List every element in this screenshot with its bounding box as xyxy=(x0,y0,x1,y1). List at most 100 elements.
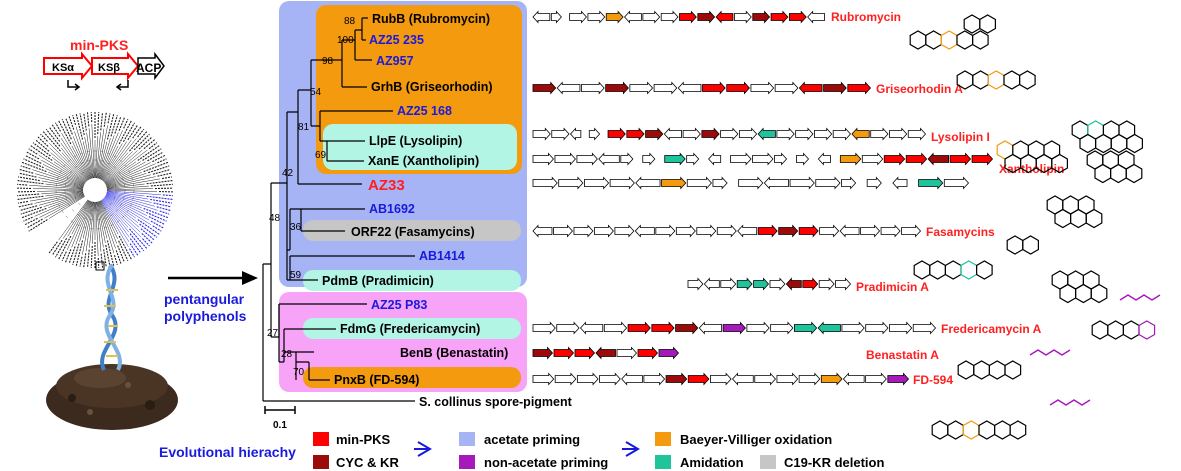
gene-arrow xyxy=(752,10,771,24)
gene-arrow xyxy=(686,152,700,166)
gene-arrow xyxy=(716,224,737,238)
gene-arrow xyxy=(814,127,833,141)
gene-arrow xyxy=(642,10,661,24)
gene-arrow xyxy=(645,127,664,141)
gene-arrow xyxy=(532,10,551,24)
gene-arrow xyxy=(635,176,661,190)
gene-arrow xyxy=(860,224,881,238)
leaf-az25-168: AZ25 168 xyxy=(397,104,452,118)
gene-arrow xyxy=(720,277,737,291)
bv-box-fd594 xyxy=(303,367,521,388)
amidation-box-fredericamycin xyxy=(303,318,521,339)
gene-arrow xyxy=(554,152,576,166)
legend-swatch-amidation xyxy=(655,455,671,469)
gene-arrow xyxy=(576,372,599,386)
gene-arrow xyxy=(752,152,774,166)
gene-arrow xyxy=(757,127,776,141)
bootstrap-label: 81 xyxy=(298,122,310,133)
gene-arrow xyxy=(905,152,928,166)
leaf-az25-235: AZ25 235 xyxy=(369,33,424,47)
bootstrap-label: 98 xyxy=(322,56,334,67)
gene-arrow xyxy=(887,372,910,386)
bootstrap-values: 88 100 98 54 81 69 42 48 36 59 27 28 70 xyxy=(267,16,356,378)
gene-arrow xyxy=(817,321,841,335)
gene-arrow xyxy=(795,127,814,141)
gene-arrow xyxy=(763,176,789,190)
minpks-gene-arrows: KSα KSβ ACP xyxy=(43,51,165,91)
gene-arrow xyxy=(839,224,860,238)
product-benastatin: Benastatin A xyxy=(866,348,939,362)
gene-arrow xyxy=(839,152,862,166)
gene-arrow xyxy=(776,372,799,386)
bootstrap-label: 100 xyxy=(337,35,354,46)
ks-beta-label: KSβ xyxy=(98,62,120,74)
gene-arrow xyxy=(624,10,642,24)
leaf-xane: XanE (Xantholipin) xyxy=(368,154,479,168)
gene-arrow xyxy=(556,81,581,95)
gene-arrow xyxy=(569,10,587,24)
gene-arrow xyxy=(889,127,908,141)
product-xantholipin: Xantholipin xyxy=(999,162,1064,176)
gene-arrow xyxy=(665,372,688,386)
product-fd594: FD-594 xyxy=(913,373,953,387)
leaf-az33: AZ33 xyxy=(368,177,405,194)
gene-arrow xyxy=(573,224,594,238)
arrow-to-tree-icon xyxy=(168,271,258,285)
gene-arrow xyxy=(774,81,799,95)
gene-arrow xyxy=(609,176,635,190)
leaf-grhb: GrhB (Griseorhodin) xyxy=(371,80,493,94)
product-griseorhodin: Griseorhodin A xyxy=(876,82,963,96)
gene-arrow xyxy=(927,152,949,166)
legend-deletion: C19-KR deletion xyxy=(784,455,884,470)
gene-arrow xyxy=(754,372,776,386)
bootstrap-label: 48 xyxy=(269,213,281,224)
gene-arrow xyxy=(710,372,732,386)
gene-arrow xyxy=(715,10,734,24)
legend-acetate: acetate priming xyxy=(484,432,580,447)
gene-arrow xyxy=(553,346,575,360)
bootstrap-label: 27 xyxy=(267,328,279,339)
gene-arrow xyxy=(603,321,628,335)
gene-arrow xyxy=(581,81,605,95)
gene-arrow xyxy=(835,277,852,291)
legend-swatch-deletion xyxy=(760,455,776,469)
gene-arrow xyxy=(796,152,810,166)
gene-arrow xyxy=(621,372,643,386)
gene-arrow xyxy=(532,176,558,190)
leaf-ab1414: AB1414 xyxy=(419,249,465,263)
gene-arrow xyxy=(532,81,557,95)
gene-arrow xyxy=(798,81,823,95)
leaf-az25-p83: AZ25 P83 xyxy=(371,298,427,312)
gene-arrow xyxy=(642,152,656,166)
gene-arrow xyxy=(551,127,570,141)
gene-arrow xyxy=(643,372,666,386)
gene-arrow xyxy=(664,152,686,166)
gene-arrow xyxy=(629,81,654,95)
amidation-box-lysolipin xyxy=(323,124,517,170)
gene-arrow xyxy=(663,127,682,141)
gene-arrow xyxy=(620,152,634,166)
gene-arrow xyxy=(655,224,676,238)
gene-arrow xyxy=(720,127,739,141)
gene-arrow xyxy=(866,176,882,190)
gene-arrow xyxy=(675,321,699,335)
gene-arrow xyxy=(971,152,994,166)
gene-arrow xyxy=(823,81,847,95)
gene-arrow xyxy=(847,81,872,95)
gene-arrow xyxy=(682,127,701,141)
product-fredericamycin: Fredericamycin A xyxy=(941,322,1042,336)
tree-branches xyxy=(262,17,415,402)
pentangular-label: pentangular xyxy=(164,291,245,307)
legend-swatch-cyckr xyxy=(313,455,329,469)
gene-arrow xyxy=(701,127,720,141)
gene-arrow xyxy=(702,81,726,95)
gene-arrow xyxy=(637,346,659,360)
gene-arrow xyxy=(556,321,580,335)
gene-arrow xyxy=(753,277,770,291)
gene-arrow xyxy=(584,176,610,190)
gene-arrow xyxy=(696,224,717,238)
gene-arrow xyxy=(943,176,970,190)
legend-swatch-minpks xyxy=(313,432,329,446)
gene-arrow xyxy=(907,127,927,141)
